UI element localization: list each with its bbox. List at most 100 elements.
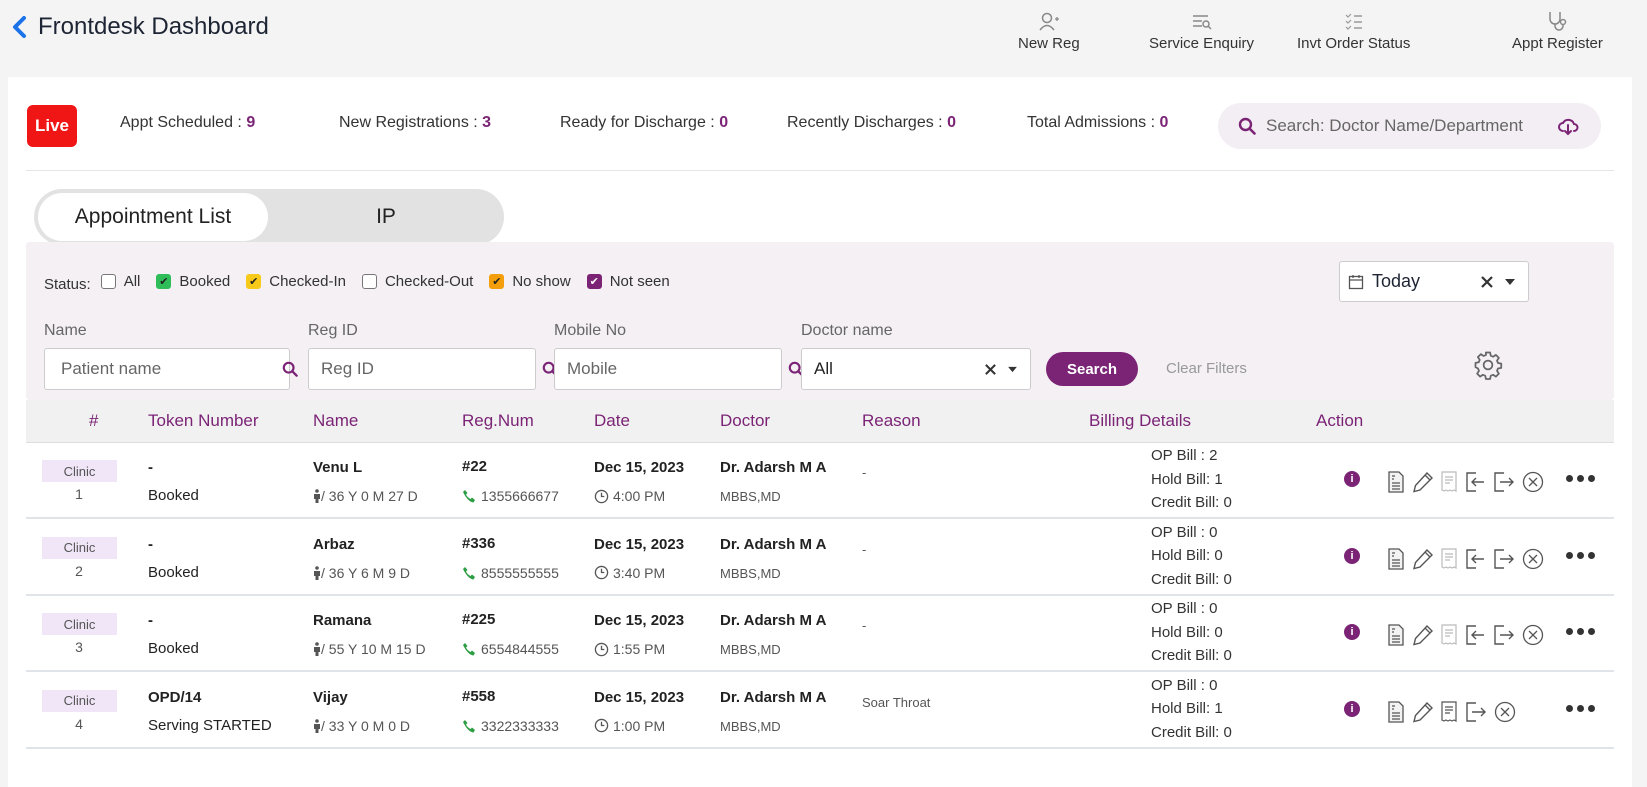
stat-value: 0 (719, 114, 729, 131)
patient-phone: 1355666677 (462, 488, 559, 504)
reason: Soar Throat (862, 694, 931, 710)
table-row[interactable]: Clinic 3 - Booked Ramana / 55 Y 10 M 15 … (26, 596, 1614, 672)
patient-name[interactable]: Vijay (313, 688, 348, 706)
stat-value: 9 (246, 114, 256, 131)
receipt-icon[interactable] (1440, 471, 1458, 493)
check-out-icon[interactable] (1492, 471, 1516, 493)
check-out-icon[interactable] (1464, 701, 1488, 723)
invt-order-status-button[interactable]: Invt Order Status (1297, 10, 1410, 52)
info-icon[interactable]: i (1344, 700, 1360, 717)
credit-bill: Credit Bill: 0 (1151, 647, 1232, 664)
cancel-circle-icon[interactable] (1494, 701, 1516, 723)
clinic-badge: Clinic (42, 460, 117, 482)
list-type-toggle: Appointment List IP (34, 189, 504, 245)
back-button[interactable] (8, 12, 30, 42)
pencil-icon[interactable] (1412, 701, 1434, 723)
status-checked-out-checkbox[interactable]: Checked-Out (361, 273, 473, 290)
doctor-degree: MBBS,MD (720, 489, 781, 504)
global-search-input[interactable] (1266, 116, 1556, 136)
more-options-icon[interactable] (1566, 551, 1595, 559)
stat-label: Total Admissions : (1027, 114, 1160, 131)
stat-label: Appt Scheduled : (120, 114, 247, 131)
info-icon[interactable]: i (1344, 471, 1360, 487)
check-out-icon[interactable] (1492, 624, 1516, 646)
info-icon[interactable]: i (1344, 547, 1360, 564)
status-filter: Status: All ✔ Booked ✔ Checked-In Checked-… (44, 270, 686, 293)
search-button[interactable]: Search (1046, 352, 1138, 386)
cancel-circle-icon[interactable] (1522, 548, 1544, 570)
clear-icon[interactable] (984, 363, 997, 376)
checkbox-box[interactable]: ✔ (489, 274, 505, 289)
receipt-icon[interactable] (1440, 624, 1458, 646)
patient-phone: 3322333333 (462, 718, 559, 734)
search-icon[interactable] (282, 361, 298, 377)
status-booked-checkbox[interactable]: ✔ Booked (156, 273, 230, 290)
hold-bill: Hold Bill: 0 (1151, 623, 1223, 641)
col-doctor: Doctor (720, 411, 771, 430)
more-options-icon[interactable] (1566, 628, 1595, 635)
patient-name[interactable]: Venu L (313, 459, 363, 476)
bill-document-icon[interactable] (1386, 624, 1406, 646)
patient-age: / 36 Y 6 M 9 D (313, 565, 410, 581)
date-filter-select[interactable]: Today (1339, 261, 1529, 302)
gear-icon[interactable] (1473, 350, 1503, 385)
table-row[interactable]: Clinic 1 - Booked Venu L / 36 Y 0 M 27 D… (26, 443, 1614, 519)
check-in-icon[interactable] (1464, 471, 1486, 493)
bill-document-icon[interactable] (1386, 700, 1406, 723)
appt-time: 3:40 PM (594, 565, 665, 581)
appt-register-button[interactable]: Appt Register (1512, 10, 1603, 52)
new-reg-button[interactable]: New Reg (1018, 10, 1080, 52)
check-in-icon[interactable] (1464, 624, 1486, 646)
cancel-circle-icon[interactable] (1522, 624, 1544, 646)
pencil-icon[interactable] (1412, 471, 1434, 493)
info-icon[interactable]: i (1344, 624, 1360, 640)
patient-name[interactable]: Ramana (313, 612, 372, 629)
checkbox-box[interactable] (361, 274, 377, 289)
mobile-input[interactable] (567, 359, 788, 379)
tab-appointment-list[interactable]: Appointment List (38, 193, 268, 241)
doctor-select[interactable]: All (801, 348, 1031, 390)
caret-down-icon[interactable] (1504, 278, 1516, 286)
status-all-checkbox[interactable]: All (100, 273, 140, 290)
checkbox-box[interactable]: ✔ (156, 274, 172, 289)
tab-ip[interactable]: IP (376, 205, 396, 228)
table-row[interactable]: Clinic 2 - Booked Arbaz / 36 Y 6 M 9 D #… (26, 520, 1614, 596)
service-enquiry-button[interactable]: Service Enquiry (1149, 10, 1254, 52)
caret-down-icon[interactable] (1007, 366, 1018, 373)
status-not-seen-checkbox[interactable]: ✔ Not seen (586, 273, 670, 290)
phone-text: 1355666677 (481, 488, 559, 504)
op-bill: OP Bill : 0 (1151, 676, 1218, 694)
op-bill: OP Bill : 2 (1151, 447, 1218, 464)
more-options-icon[interactable] (1566, 704, 1595, 712)
clear-icon[interactable] (1480, 275, 1494, 289)
checkbox-box[interactable]: ✔ (246, 274, 262, 289)
invt-order-status-label: Invt Order Status (1297, 35, 1411, 52)
doctor-select-value: All (814, 359, 833, 378)
patient-name-input[interactable] (61, 359, 282, 379)
receipt-icon[interactable] (1440, 700, 1458, 723)
row-actions (1386, 700, 1516, 723)
clear-filters-link[interactable]: Clear Filters (1166, 360, 1247, 377)
cancel-circle-icon[interactable] (1522, 471, 1544, 493)
status-checked-in-checkbox[interactable]: ✔ Checked-In (246, 273, 346, 290)
check-out-icon[interactable] (1492, 548, 1516, 570)
token-status: Booked (148, 563, 199, 581)
receipt-icon[interactable] (1440, 547, 1458, 570)
table-row[interactable]: Clinic 4 OPD/14 Serving STARTED Vijay / … (26, 673, 1614, 749)
token-number: - (148, 459, 153, 476)
hold-bill: Hold Bill: 1 (1151, 700, 1223, 717)
regid-input[interactable] (321, 359, 542, 379)
cloud-download-icon[interactable] (1557, 115, 1579, 142)
patient-name[interactable]: Arbaz (313, 535, 355, 553)
pencil-icon[interactable] (1412, 548, 1434, 570)
more-options-icon[interactable] (1566, 475, 1595, 482)
bill-document-icon[interactable] (1386, 547, 1406, 570)
checkbox-box[interactable]: ✔ (586, 274, 602, 289)
pencil-icon[interactable] (1412, 624, 1434, 646)
bill-document-icon[interactable] (1386, 471, 1406, 493)
check-in-icon[interactable] (1464, 548, 1486, 570)
status-no-show-checkbox[interactable]: ✔ No show (489, 273, 571, 290)
checkbox-box[interactable] (100, 274, 116, 289)
person-icon (314, 565, 320, 580)
billing-details: OP Bill : 0 Hold Bill: 0 Credit Bill: 0 (1151, 597, 1232, 668)
